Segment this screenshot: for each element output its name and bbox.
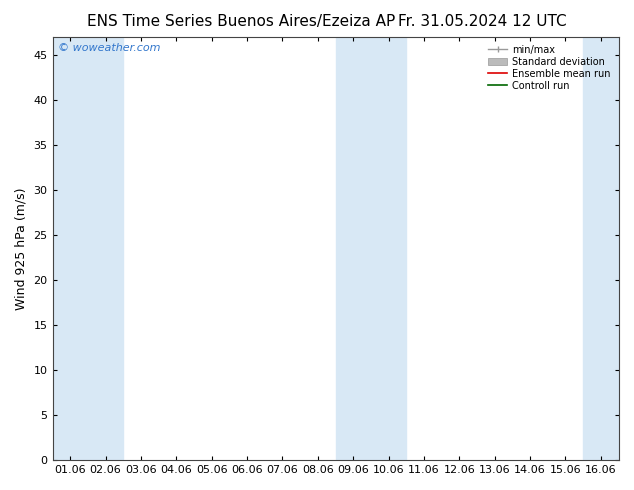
Bar <box>583 37 619 460</box>
Bar <box>53 37 123 460</box>
Legend: min/max, Standard deviation, Ensemble mean run, Controll run: min/max, Standard deviation, Ensemble me… <box>485 42 614 94</box>
Text: ENS Time Series Buenos Aires/Ezeiza AP: ENS Time Series Buenos Aires/Ezeiza AP <box>87 14 395 29</box>
Text: Fr. 31.05.2024 12 UTC: Fr. 31.05.2024 12 UTC <box>398 14 566 29</box>
Bar <box>335 37 406 460</box>
Y-axis label: Wind 925 hPa (m/s): Wind 925 hPa (m/s) <box>15 187 28 310</box>
Text: © woweather.com: © woweather.com <box>58 44 160 53</box>
